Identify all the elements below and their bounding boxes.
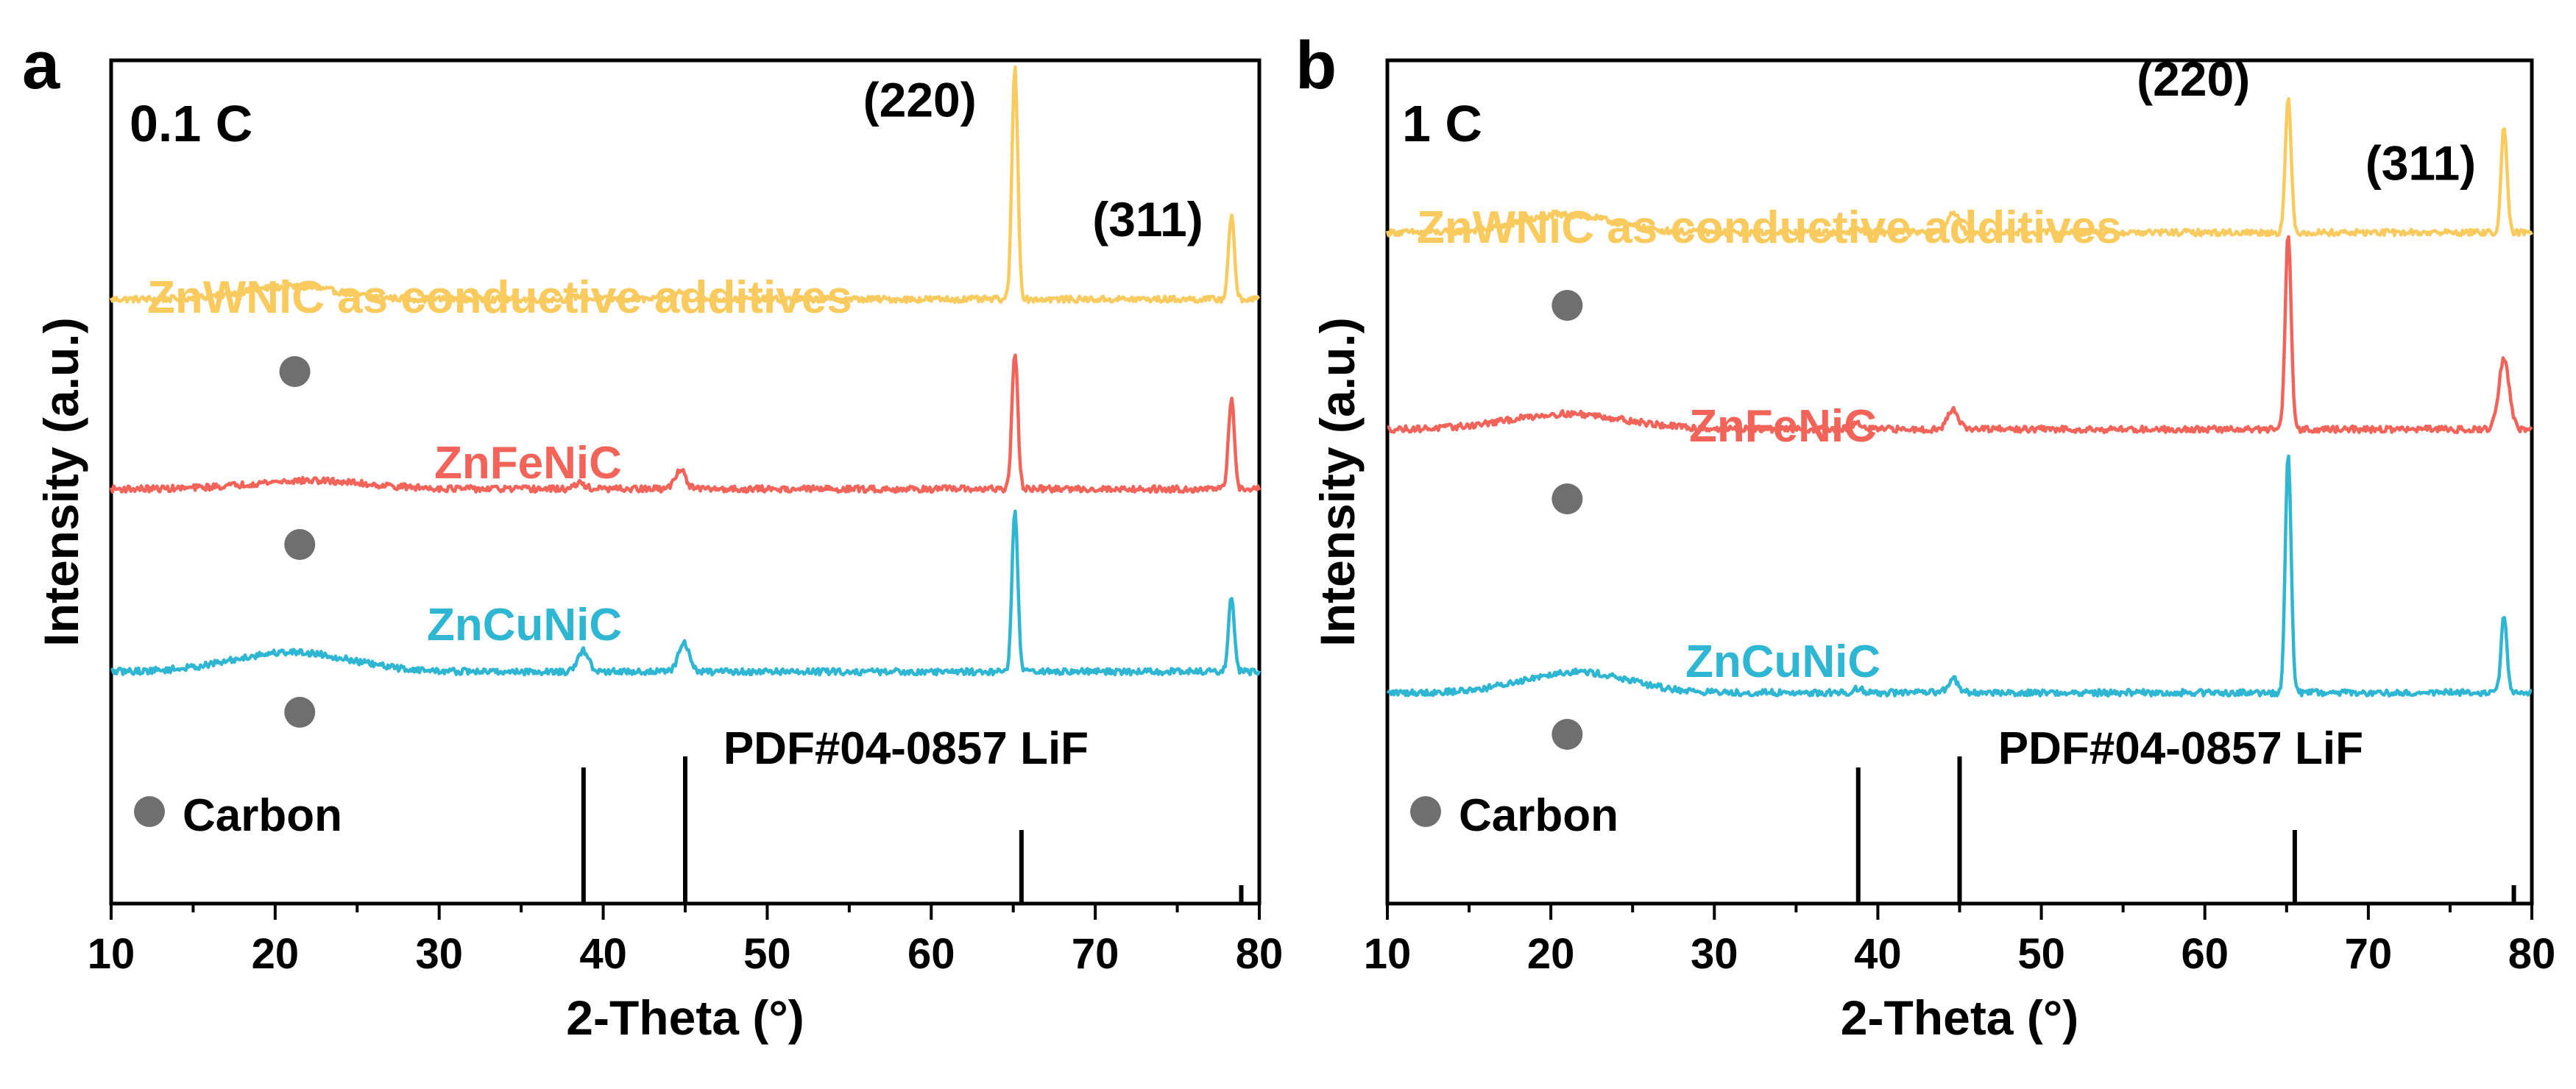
x-tick-label: 10 [88,930,135,978]
carbon-marker [279,356,311,387]
hkl-annotation: (311) [2366,135,2476,190]
x-tick-label: 60 [2181,930,2229,978]
panel-title: 0.1 C [130,95,252,152]
panel-title: 1 C [1402,95,1482,152]
x-tick-label: 20 [1527,930,1575,978]
x-axis-label: 2-Theta (°) [566,990,804,1045]
hkl-annotation: (311) [1092,192,1203,246]
carbon-marker [1551,290,1583,321]
x-tick-label: 80 [2508,930,2556,978]
panel-label-a: a [22,28,60,103]
series-label: ZnWNiC as conductive additives [147,272,852,323]
series-line-znwnic [1385,96,2533,238]
x-tick-label: 40 [1854,930,1902,978]
carbon-marker [1551,719,1583,750]
x-tick-label: 10 [1364,930,1412,978]
panel-label-b: b [1295,28,1337,103]
x-tick-label: 50 [2017,930,2065,978]
reference-label: PDF#04-0857 LiF [1998,723,2363,774]
legend-carbon-label: Carbon [183,790,342,841]
x-tick-label: 50 [743,930,791,978]
panel-a: a 10 20 30 40 50 60 70 80 2-Theta (°) Intensity (a… [22,28,1283,1045]
x-tick-label: 70 [1072,930,1119,978]
panel-b: b 10 20 30 40 50 60 70 80 2-Theta (°) Intensity (a… [1295,28,2555,1045]
series-label: ZnCuNiC [1685,636,1880,687]
carbon-marker [1551,483,1583,514]
legend-carbon-label: Carbon [1459,790,1618,841]
y-axis-label: Intensity (a.u.) [34,317,88,646]
carbon-marker [284,697,316,728]
x-tick-label: 30 [1691,930,1738,978]
series-line-zncunic [110,509,1262,677]
series-label: ZnFeNiC [434,438,622,489]
series-label: ZnFeNiC [1689,401,1877,452]
hkl-annotation: (220) [863,72,977,127]
y-axis-label: Intensity (a.u.) [1310,317,1365,646]
series-line-znfenic [1387,235,2533,434]
legend-carbon-marker [134,796,165,827]
carbon-marker [284,529,316,560]
series-line-znfenic [109,353,1262,494]
x-tick-label: 70 [2345,930,2393,978]
reference-label: PDF#04-0857 LiF [723,723,1089,774]
series-label: ZnWNiC as conductive additives [1417,202,2122,253]
x-tick-label: 60 [907,930,955,978]
series-label: ZnCuNiC [427,600,622,650]
x-axis-label: 2-Theta (°) [1841,990,2078,1045]
x-tick-label: 30 [415,930,463,978]
legend-carbon-marker [1410,796,1441,827]
x-tick-label: 20 [252,930,300,978]
hkl-annotation: (220) [2137,52,2250,106]
x-tick-label: 40 [579,930,627,978]
series-line-zncunic [1386,454,2533,698]
series-line-znwnic [109,65,1261,305]
x-tick-label: 80 [1236,930,1284,978]
